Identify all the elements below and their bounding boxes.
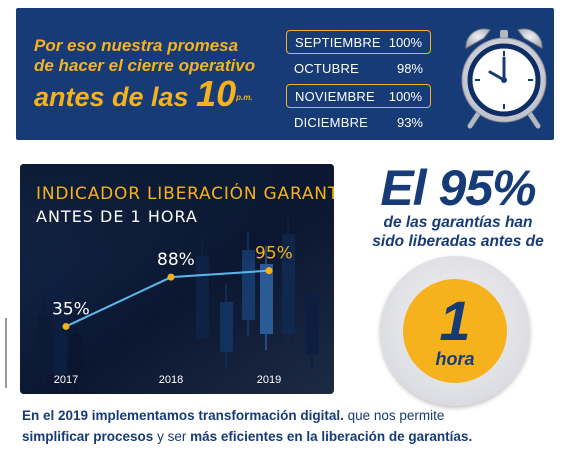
x-tick-label: 2017 xyxy=(54,374,78,386)
line-chart: 35% 2017 88% 2018 95% 2019 xyxy=(20,164,334,394)
data-label: 88% xyxy=(157,250,195,270)
month-row-3: DICIEMBRE 93% xyxy=(286,111,431,135)
badge-number: 1 xyxy=(439,289,471,352)
promise-suffix: p.m. xyxy=(236,93,253,102)
footer-bold-2: simplificar procesos xyxy=(22,429,154,444)
footer-normal-2: y ser xyxy=(153,429,191,444)
description-line-1: de las garantías han xyxy=(383,214,533,231)
one-hour-badge: 1 hora xyxy=(380,256,530,406)
badge-core: 1 hora xyxy=(403,279,507,383)
data-label: 35% xyxy=(52,299,90,319)
top-banner: Por eso nuestra promesa de hacer el cier… xyxy=(16,8,554,140)
percentage-description: de las garantías han sido liberadas ante… xyxy=(350,213,566,251)
chart-title: INDICADOR LIBERACIÓN GARANTÍAS xyxy=(36,184,334,204)
data-label: 95% xyxy=(255,244,293,264)
promise-line-1: Por eso nuestra promesa xyxy=(34,36,239,55)
month-row-1: OCTUBRE 98% xyxy=(286,57,431,81)
data-point xyxy=(62,322,70,330)
month-name: OCTUBRE xyxy=(294,61,359,76)
month-value: 98% xyxy=(396,61,423,76)
month-value: 93% xyxy=(396,115,423,130)
description-line-2: sido liberadas antes de xyxy=(372,233,544,250)
data-point xyxy=(265,267,273,275)
badge-unit: hora xyxy=(435,349,475,369)
month-value: 100% xyxy=(388,35,422,50)
footer-normal-1: que nos permite xyxy=(343,408,445,423)
month-row-2: NOVIEMBRE 100% xyxy=(286,84,431,108)
footer-bold-3: más eficientes en la liberación de garan… xyxy=(190,429,473,444)
promise-line-3-text: antes de las xyxy=(34,82,189,112)
chart-subtitle: ANTES DE 1 HORA xyxy=(36,207,198,226)
promise-line-2: de hacer el cierre operativo xyxy=(34,56,256,75)
alarm-clock-icon xyxy=(461,28,547,129)
promise-line-3: antes de las 10p.m. xyxy=(34,76,255,113)
month-value: 100% xyxy=(388,89,422,104)
month-row-0: SEPTIEMBRE 100% xyxy=(286,30,431,54)
footer-bold-1: En el 2019 implementamos transformación … xyxy=(22,408,344,423)
chart-panel: 35% 2017 88% 2018 95% 2019 INDICADOR LIBERACI… xyxy=(20,164,334,394)
data-point xyxy=(167,273,175,281)
promise-hour: 10 xyxy=(196,73,237,114)
x-tick-label: 2019 xyxy=(257,374,281,386)
footer-text: En el 2019 implementamos transformación … xyxy=(22,405,562,447)
monthly-results: SEPTIEMBRE 100% OCTUBRE 98% NOVIEMBRE 10… xyxy=(286,30,431,138)
x-tick-label: 2018 xyxy=(159,374,183,386)
big-percentage: El 95% xyxy=(380,160,536,216)
month-name: NOVIEMBRE xyxy=(295,89,375,104)
month-name: DICIEMBRE xyxy=(294,115,369,130)
month-name: SEPTIEMBRE xyxy=(295,35,381,50)
side-print-mark xyxy=(5,318,7,388)
plot-area: 35% 2017 88% 2018 95% 2019 xyxy=(52,244,293,386)
promise-text: Por eso nuestra promesa de hacer el cier… xyxy=(34,36,255,113)
